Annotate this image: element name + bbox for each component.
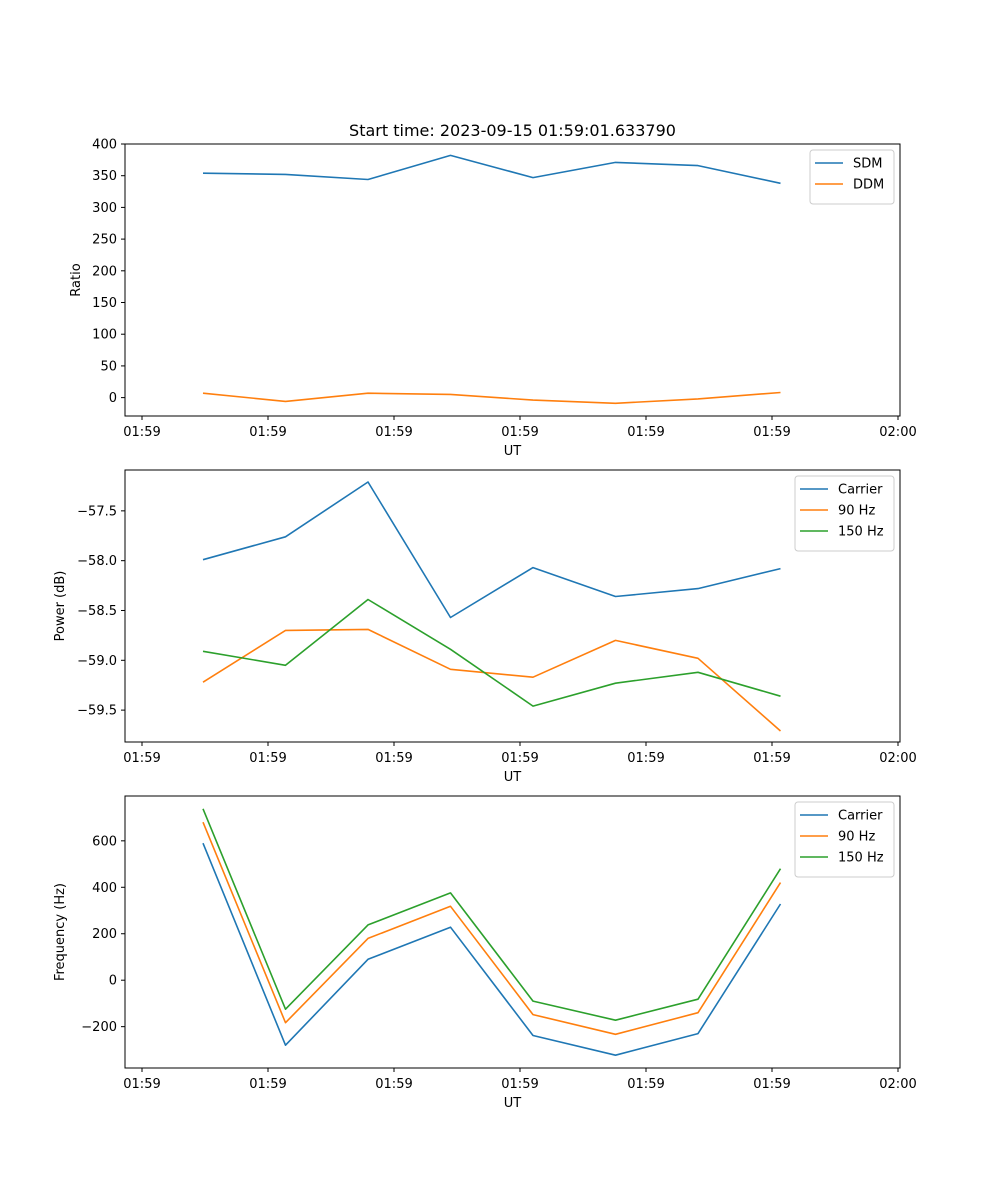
x-axis-label: UT [504, 770, 522, 785]
y-tick-label: 50 [100, 359, 117, 374]
legend-entry: SDM [853, 157, 882, 172]
y-tick-label: 200 [92, 264, 117, 279]
legend-entry: 150 Hz [838, 525, 884, 540]
y-tick-label: 300 [92, 201, 117, 216]
series-line-90-hz [202, 821, 782, 1036]
x-tick-label: 01:59 [249, 1077, 286, 1092]
panel-2: 01:59 01:59 01:59 01:59 01:59 01:59 02:00 −59.5… [53, 469, 917, 785]
y-tick-label: 100 [92, 328, 117, 343]
y-tick-label: −200 [81, 1020, 117, 1035]
y-axis-label: Ratio [69, 263, 84, 296]
x-tick-label: 01:59 [375, 1077, 412, 1092]
series-line-carrier [202, 842, 782, 1056]
x-tick-label: 02:00 [879, 425, 916, 440]
x-tick-label: 01:59 [501, 425, 538, 440]
x-tick-label: 01:59 [753, 751, 790, 766]
x-tick-label: 01:59 [627, 751, 664, 766]
legend-entry: Carrier [838, 809, 883, 824]
y-tick-label: 150 [92, 296, 117, 311]
x-axis-label: UT [504, 1096, 522, 1111]
series-line-150-hz [202, 598, 781, 707]
x-tick-label: 02:00 [879, 751, 916, 766]
x-tick-label: 01:59 [123, 751, 160, 766]
x-tick-label: 01:59 [501, 751, 538, 766]
y-axis-label: Frequency (Hz) [53, 883, 68, 981]
y-tick-label: 0 [109, 391, 117, 406]
series-line-150-hz [202, 808, 782, 1022]
x-tick-label: 01:59 [249, 751, 286, 766]
x-tick-label: 01:59 [375, 425, 412, 440]
x-tick-label: 01:59 [753, 425, 790, 440]
y-axis-label: Power (dB) [53, 571, 68, 642]
x-tick-label: 01:59 [627, 425, 664, 440]
x-tick-label: 01:59 [627, 1077, 664, 1092]
x-tick-label: 02:00 [879, 1077, 916, 1092]
legend-box [794, 801, 895, 878]
x-tick-label: 01:59 [123, 425, 160, 440]
y-tick-label: −58.5 [77, 604, 117, 619]
y-tick-label: −59.0 [77, 654, 117, 669]
x-tick-label: 01:59 [375, 751, 412, 766]
axes-frame [124, 143, 901, 417]
y-tick-label: −58.0 [77, 554, 117, 569]
series-line-sdm [202, 154, 781, 185]
x-axis-label: UT [504, 444, 522, 459]
legend-entry: Carrier [838, 483, 883, 498]
legend: Carrier 90 Hz 150 Hz [794, 475, 895, 552]
legend-box [794, 475, 895, 552]
figure-title: Start time: 2023-09-15 01:59:01.633790 [349, 121, 676, 140]
legend-entry: 90 Hz [838, 504, 875, 519]
panel-3: 01:59 01:59 01:59 01:59 01:59 01:59 02:00 −200 0… [53, 795, 917, 1111]
axes-frame [124, 795, 901, 1069]
axes-frame [124, 469, 901, 743]
series-line-carrier [202, 481, 781, 619]
legend: Carrier 90 Hz 150 Hz [794, 801, 895, 878]
y-tick-label: 200 [92, 927, 117, 942]
legend-entry: DDM [853, 178, 884, 193]
legend-entry: 150 Hz [838, 851, 884, 866]
series-line-ddm [202, 391, 781, 405]
x-tick-label: 01:59 [249, 425, 286, 440]
y-tick-label: −59.5 [77, 704, 117, 719]
y-tick-label: 400 [92, 138, 117, 153]
x-tick-label: 01:59 [123, 1077, 160, 1092]
panel-1: 01:59 01:59 01:59 01:59 01:59 01:59 02:00 0 50 10… [69, 138, 917, 460]
y-tick-label: 350 [92, 169, 117, 184]
y-tick-label: 250 [92, 233, 117, 248]
y-tick-label: −57.5 [77, 504, 117, 519]
legend: SDM DDM [809, 149, 895, 205]
series-line-90-hz [202, 628, 782, 732]
x-tick-label: 01:59 [753, 1077, 790, 1092]
y-tick-label: 0 [109, 974, 117, 989]
legend-entry: 90 Hz [838, 830, 875, 845]
x-tick-label: 01:59 [501, 1077, 538, 1092]
y-tick-label: 600 [92, 834, 117, 849]
y-tick-label: 400 [92, 881, 117, 896]
